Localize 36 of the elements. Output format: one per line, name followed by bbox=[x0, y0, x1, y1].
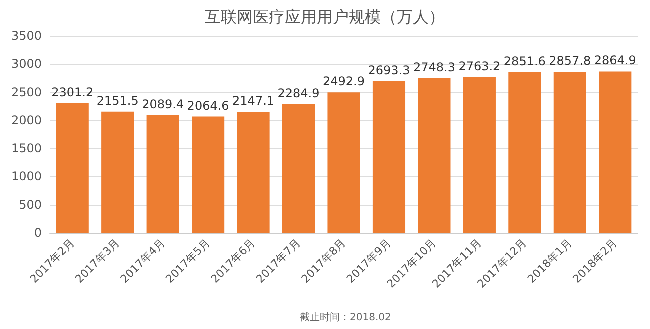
y-tick-label: 3000 bbox=[11, 57, 42, 72]
chart-title: 互联网医疗应用用户规模（万人） bbox=[205, 8, 445, 26]
data-label: 2492.9 bbox=[323, 74, 365, 89]
bar bbox=[146, 115, 180, 233]
bar bbox=[192, 116, 225, 233]
bar bbox=[56, 103, 89, 233]
data-label: 2301.2 bbox=[52, 85, 94, 100]
bar bbox=[463, 77, 496, 233]
y-tick-label: 2500 bbox=[11, 85, 42, 100]
data-label: 2851.6 bbox=[504, 54, 546, 68]
data-label: 2864.9 bbox=[594, 54, 636, 68]
bar bbox=[418, 78, 451, 233]
data-label: 2284.9 bbox=[278, 86, 320, 100]
y-tick-label: 1500 bbox=[11, 142, 42, 156]
bar bbox=[102, 112, 134, 233]
data-label: 2151.5 bbox=[96, 94, 139, 108]
y-tick-label: 1000 bbox=[11, 170, 42, 184]
data-label: 2763.2 bbox=[458, 59, 501, 74]
y-tick-label: 500 bbox=[19, 198, 42, 212]
y-tick-label: 2000 bbox=[11, 113, 42, 128]
data-label: 2857.8 bbox=[549, 54, 592, 68]
bar bbox=[508, 72, 542, 233]
data-label: 2089.4 bbox=[142, 97, 184, 112]
y-tick-label: 0 bbox=[34, 226, 42, 240]
text: 截止时间：2018.02 bbox=[300, 312, 392, 324]
bar bbox=[282, 104, 316, 233]
data-label: 2064.6 bbox=[187, 98, 230, 113]
bar bbox=[328, 92, 360, 233]
data-label: 2748.3 bbox=[413, 60, 456, 74]
data-label: 2147.1 bbox=[232, 94, 275, 108]
bar bbox=[237, 112, 270, 233]
y-tick-label: 3500 bbox=[11, 29, 42, 43]
data-label: 2693.3 bbox=[368, 63, 410, 78]
bar bbox=[372, 81, 406, 233]
bar bbox=[554, 72, 586, 233]
bar bbox=[599, 72, 632, 233]
